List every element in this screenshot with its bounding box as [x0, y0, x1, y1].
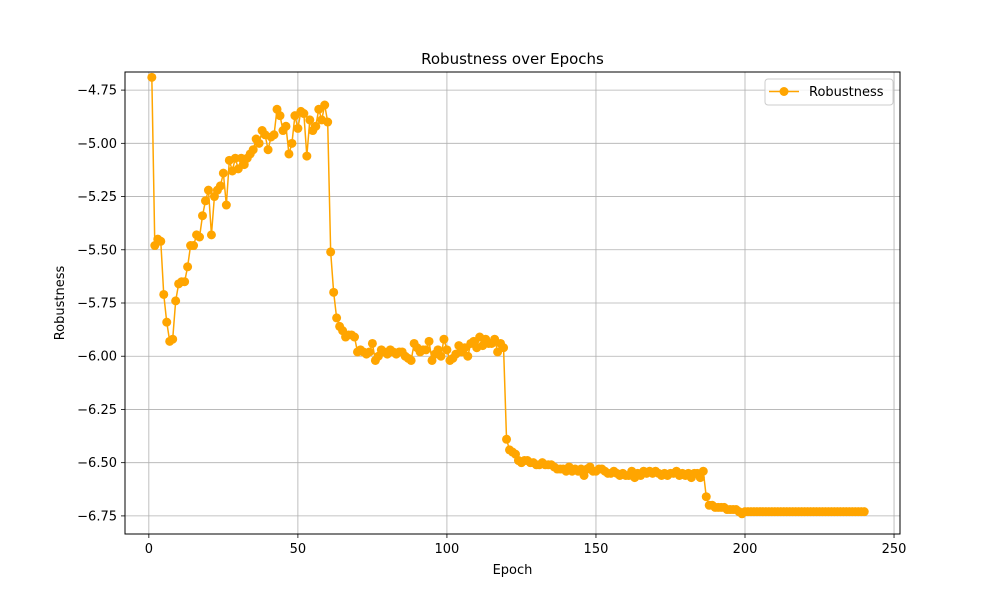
grid-lines	[125, 72, 900, 534]
y-tick-label: −4.75	[77, 84, 117, 99]
data-point	[198, 211, 207, 221]
data-point	[200, 196, 210, 206]
data-point	[293, 123, 303, 133]
y-tick-label: −6.00	[77, 350, 117, 365]
legend-box	[764, 78, 894, 106]
x-tick-label: 0	[145, 542, 153, 557]
data-point	[350, 332, 360, 342]
data-point	[195, 232, 205, 242]
data-point	[203, 185, 213, 195]
y-axis-label: Robustness	[53, 265, 68, 340]
data-point	[156, 236, 166, 246]
data-point	[305, 115, 315, 125]
y-tick-label: −5.25	[77, 190, 117, 205]
data-point	[332, 313, 342, 323]
data-point	[284, 149, 294, 159]
data-point	[442, 345, 452, 355]
data-point	[329, 287, 339, 297]
y-tick-label: −5.50	[77, 243, 117, 258]
x-axis-label: Epoch	[493, 563, 533, 578]
data-point	[463, 351, 473, 361]
y-tick-label: −6.25	[77, 403, 117, 418]
data-point	[147, 72, 157, 82]
x-tick-label: 100	[435, 542, 460, 557]
series-robustness	[147, 72, 869, 519]
data-point	[189, 241, 199, 251]
data-point	[311, 121, 321, 131]
data-point	[701, 492, 711, 502]
legend-marker-swatch	[779, 87, 789, 96]
data-point	[320, 100, 330, 110]
y-tick-label: −6.50	[77, 456, 117, 471]
data-point	[326, 247, 336, 257]
data-point	[215, 181, 225, 191]
data-point	[263, 145, 273, 155]
data-point	[248, 145, 258, 155]
data-point	[269, 130, 279, 140]
data-point	[183, 262, 193, 272]
data-point	[302, 151, 312, 161]
data-point	[180, 277, 190, 287]
data-point	[218, 168, 228, 178]
data-point	[502, 434, 512, 444]
data-point	[162, 317, 172, 327]
x-tick-label: 250	[882, 542, 907, 557]
chart-title: Robustness over Epochs	[421, 50, 604, 68]
y-tick-label: −5.75	[77, 297, 117, 312]
data-point	[323, 117, 333, 127]
data-point	[221, 200, 231, 210]
legend: Robustness	[764, 78, 894, 106]
data-point	[287, 138, 297, 148]
legend-entry-robustness: Robustness	[809, 85, 884, 100]
data-point	[299, 109, 309, 119]
data-point	[364, 347, 374, 357]
data-point	[698, 466, 708, 476]
y-tick-label: −5.00	[77, 137, 117, 152]
data-point	[275, 111, 285, 121]
y-tick-label: −6.75	[77, 509, 117, 524]
data-point	[421, 345, 431, 355]
x-tick-label: 150	[584, 542, 609, 557]
data-point	[171, 296, 181, 306]
x-tick-label: 200	[733, 542, 758, 557]
data-point	[206, 230, 216, 240]
data-point	[367, 338, 377, 348]
data-point	[436, 351, 446, 361]
data-point	[439, 334, 449, 344]
data-point	[281, 121, 291, 131]
x-tick-label: 50	[290, 542, 307, 557]
data-point	[499, 343, 509, 353]
data-point	[159, 289, 169, 299]
data-point	[406, 355, 416, 365]
data-point	[859, 507, 869, 517]
axis-ticks: 0 50 100 150 200 250 −4.75 −5.00 −5.25 −5.50 −5.75…	[77, 84, 906, 557]
data-point	[424, 336, 434, 346]
data-point	[254, 138, 264, 148]
data-point	[168, 334, 178, 344]
